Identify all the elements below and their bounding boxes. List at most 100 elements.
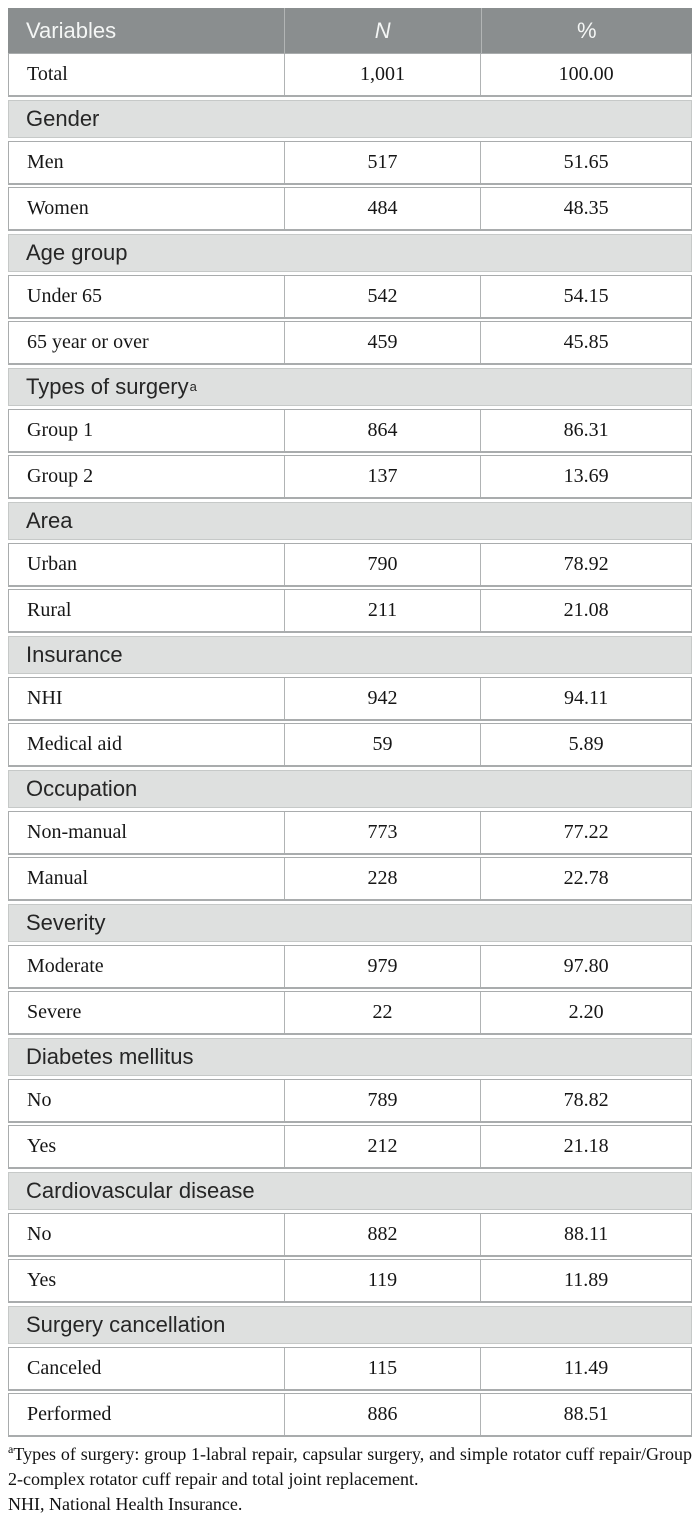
section-title: Surgery cancellation	[26, 1312, 226, 1337]
row-n-cell: 22	[283, 992, 480, 1033]
row-pct-cell: 5.89	[480, 724, 691, 765]
row-n-cell: 773	[283, 812, 480, 853]
row-pct-cell: 97.80	[480, 946, 691, 987]
table-row-total: Total 1,001 100.00	[8, 53, 692, 97]
row-label-cell: Group 2	[27, 465, 94, 487]
section-band-occupation: Occupation	[8, 770, 692, 808]
row-pct-cell: 88.11	[480, 1214, 691, 1255]
row-pct-cell: 21.08	[480, 590, 691, 631]
header-cell-variables: Variables	[26, 17, 117, 43]
table-row: Under 65 542 54.15	[8, 275, 692, 319]
section-band-insurance: Insurance	[8, 636, 692, 674]
table-row: No 789 78.82	[8, 1079, 692, 1123]
row-label-cell: Non-manual	[27, 821, 127, 843]
row-label-cell: Group 1	[27, 419, 94, 441]
row-n-cell: 228	[283, 858, 480, 899]
header-cell-n: N	[283, 8, 481, 53]
footnote-nhi: NHI, National Health Insurance.	[8, 1494, 243, 1514]
section-title: Types of surgery	[26, 374, 189, 399]
statistics-table: Variables N % Total 1,001 100.00 Gender …	[8, 8, 692, 1437]
row-pct-cell: 21.18	[480, 1126, 691, 1167]
row-pct-cell: 54.15	[480, 276, 691, 317]
row-n-cell: 979	[283, 946, 480, 987]
table-row: Group 1 864 86.31	[8, 409, 692, 453]
table-row: Medical aid 59 5.89	[8, 723, 692, 767]
row-label-cell: Yes	[27, 1269, 57, 1291]
table-row: Urban 790 78.92	[8, 543, 692, 587]
row-n-cell: 59	[283, 724, 480, 765]
table-row: 65 year or over 459 45.85	[8, 321, 692, 365]
row-pct-cell: 77.22	[480, 812, 691, 853]
row-label-cell: Total	[27, 63, 68, 85]
section-band-severity: Severity	[8, 904, 692, 942]
section-band-area: Area	[8, 502, 692, 540]
footnotes: aTypes of surgery: group 1-labral repair…	[8, 1442, 692, 1517]
row-n-cell: 119	[283, 1260, 480, 1301]
section-title: Insurance	[26, 642, 123, 667]
row-n-cell: 484	[283, 188, 480, 229]
row-pct-cell: 11.89	[480, 1260, 691, 1301]
row-pct-cell: 13.69	[480, 456, 691, 497]
section-title: Age group	[26, 240, 128, 265]
row-pct-cell: 22.78	[480, 858, 691, 899]
row-pct-cell: 51.65	[480, 142, 691, 183]
row-n-cell: 137	[283, 456, 480, 497]
row-pct-cell: 78.82	[480, 1080, 691, 1121]
row-label-cell: NHI	[27, 687, 63, 709]
section-band-age-group: Age group	[8, 234, 692, 272]
row-label-cell: No	[27, 1223, 52, 1245]
row-pct-cell: 86.31	[480, 410, 691, 451]
table-row: Non-manual 773 77.22	[8, 811, 692, 855]
row-pct-cell: 94.11	[480, 678, 691, 719]
row-pct-cell: 78.92	[480, 544, 691, 585]
section-title: Severity	[26, 910, 106, 935]
row-pct-cell: 2.20	[480, 992, 691, 1033]
table-row: Group 2 137 13.69	[8, 455, 692, 499]
row-pct-cell: 45.85	[480, 322, 691, 363]
section-title: Diabetes mellitus	[26, 1044, 194, 1069]
row-n-cell: 517	[283, 142, 480, 183]
row-n-cell: 790	[283, 544, 480, 585]
row-label-cell: Severe	[27, 1001, 82, 1023]
section-title: Gender	[26, 106, 100, 131]
row-pct-cell: 88.51	[480, 1394, 691, 1435]
footnote-a-text: Types of surgery: group 1-labral repair,…	[8, 1444, 692, 1489]
row-label-cell: No	[27, 1089, 52, 1111]
section-band-diabetes-mellitus: Diabetes mellitus	[8, 1038, 692, 1076]
table-row: Severe 22 2.20	[8, 991, 692, 1035]
table-row: Yes 212 21.18	[8, 1125, 692, 1169]
footnote-a: aTypes of surgery: group 1-labral repair…	[8, 1442, 692, 1492]
row-n-cell: 942	[283, 678, 480, 719]
table-row: Yes 119 11.89	[8, 1259, 692, 1303]
row-pct-cell: 11.49	[480, 1348, 691, 1389]
table-row: Manual 228 22.78	[8, 857, 692, 901]
row-label-cell: Manual	[27, 867, 89, 889]
row-n-cell: 212	[283, 1126, 480, 1167]
table-row: Women 484 48.35	[8, 187, 692, 231]
table-row: Rural 211 21.08	[8, 589, 692, 633]
row-n-cell: 459	[283, 322, 480, 363]
row-label-cell: Rural	[27, 599, 72, 621]
row-pct-cell: 100.00	[480, 54, 691, 95]
footnote-a-marker: a	[8, 1442, 14, 1456]
table-header-row: Variables N %	[8, 8, 692, 53]
table-row: Canceled 115 11.49	[8, 1347, 692, 1391]
section-band-surgery-cancellation: Surgery cancellation	[8, 1306, 692, 1344]
row-n-cell: 542	[283, 276, 480, 317]
row-label-cell: Women	[27, 197, 89, 219]
section-title: Cardiovascular disease	[26, 1178, 255, 1203]
row-n-cell: 115	[283, 1348, 480, 1389]
row-n-cell: 211	[283, 590, 480, 631]
row-pct-cell: 48.35	[480, 188, 691, 229]
row-label-cell: Performed	[27, 1403, 112, 1425]
row-label-cell: Men	[27, 151, 64, 173]
table-row: NHI 942 94.11	[8, 677, 692, 721]
table-row: Moderate 979 97.80	[8, 945, 692, 989]
row-label-cell: 65 year or over	[27, 331, 149, 353]
row-label-cell: Moderate	[27, 955, 104, 977]
section-band-gender: Gender	[8, 100, 692, 138]
row-n-cell: 789	[283, 1080, 480, 1121]
row-label-cell: Canceled	[27, 1357, 102, 1379]
row-label-cell: Urban	[27, 553, 77, 575]
